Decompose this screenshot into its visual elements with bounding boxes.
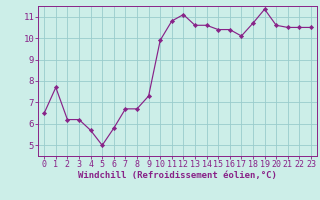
X-axis label: Windchill (Refroidissement éolien,°C): Windchill (Refroidissement éolien,°C) [78,171,277,180]
